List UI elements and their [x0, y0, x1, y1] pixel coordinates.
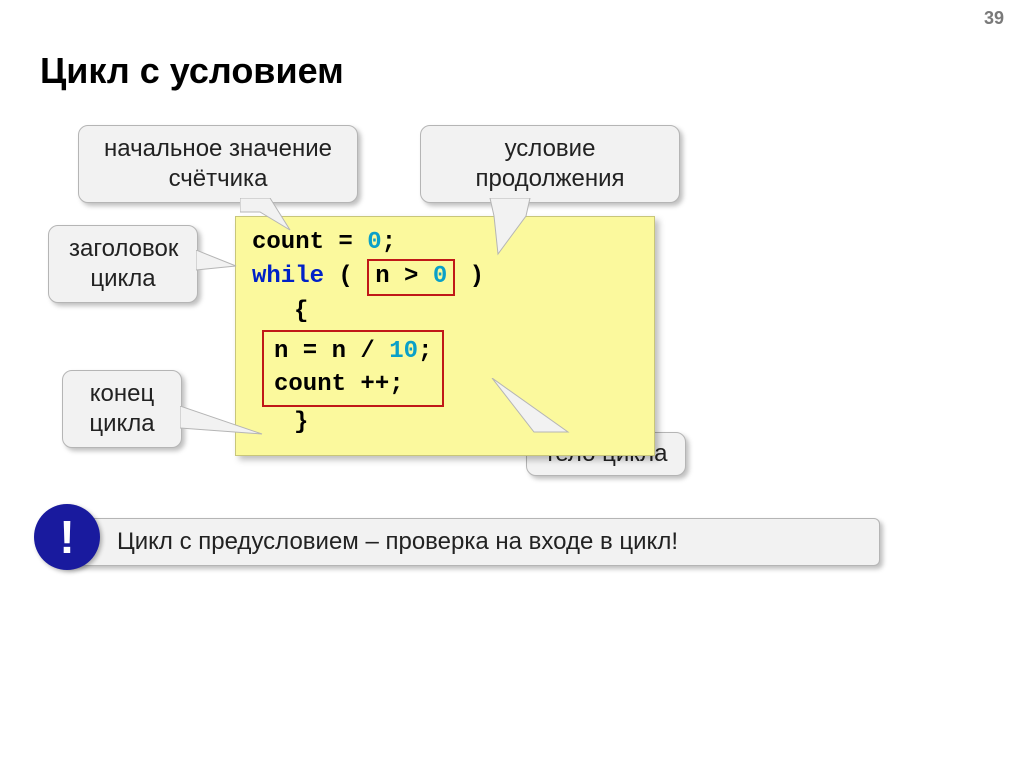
- code-cond-num: 0: [433, 263, 447, 290]
- code-body-l1b: 10: [389, 338, 418, 365]
- code-while: while: [252, 263, 324, 290]
- code-body-frame: n = n / 10; count ++;: [262, 330, 444, 407]
- note-text: Цикл с предусловием – проверка на входе …: [117, 528, 678, 556]
- code-cond-left: n >: [375, 263, 433, 290]
- callout-cond-line2: продолжения: [475, 165, 624, 192]
- code-box: count = 0; while ( n > 0 ) { n = n / 10;…: [235, 216, 655, 456]
- code-line-6: }: [252, 407, 638, 439]
- callout-cond-line1: условие: [505, 135, 596, 162]
- pointer-condition: [480, 198, 560, 260]
- code-line-3: {: [252, 296, 638, 328]
- callout-header-line2: цикла: [90, 265, 155, 292]
- pointer-initial: [240, 198, 310, 238]
- callout-loop-header: заголовок цикла: [48, 225, 198, 303]
- note-bar: Цикл с предусловием – проверка на входе …: [60, 518, 880, 566]
- code-body-line1: n = n / 10;: [274, 336, 432, 368]
- page-title: Цикл с условием: [40, 50, 344, 92]
- code-body-line2: count ++;: [274, 369, 432, 401]
- code-condition-frame: n > 0: [367, 259, 455, 295]
- pointer-header: [196, 250, 246, 280]
- callout-condition: условие продолжения: [420, 125, 680, 203]
- code-line-2: while ( n > 0 ): [252, 259, 638, 295]
- pointer-end: [180, 406, 270, 446]
- code-zero: 0: [367, 229, 381, 256]
- callout-header-line1: заголовок: [69, 235, 178, 262]
- code-rpar: ): [455, 263, 484, 290]
- code-brace-open: {: [294, 298, 308, 325]
- code-brace-close: }: [294, 409, 308, 436]
- callout-loop-end: конец цикла: [62, 370, 182, 448]
- code-eq: =: [324, 229, 367, 256]
- code-body-l1c: ;: [418, 338, 432, 365]
- callout-end-line2: цикла: [89, 410, 154, 437]
- page-number: 39: [984, 8, 1004, 29]
- code-lpar: (: [324, 263, 367, 290]
- callout-initial-line1: начальное значение: [104, 135, 332, 162]
- exclamation-badge: !: [34, 504, 100, 570]
- code-body-l1a: n = n /: [274, 338, 389, 365]
- code-semi1: ;: [382, 229, 396, 256]
- pointer-body: [488, 378, 578, 438]
- callout-initial-value: начальное значение счётчика: [78, 125, 358, 203]
- callout-initial-line2: счётчика: [169, 165, 268, 192]
- callout-end-line1: конец: [90, 380, 154, 407]
